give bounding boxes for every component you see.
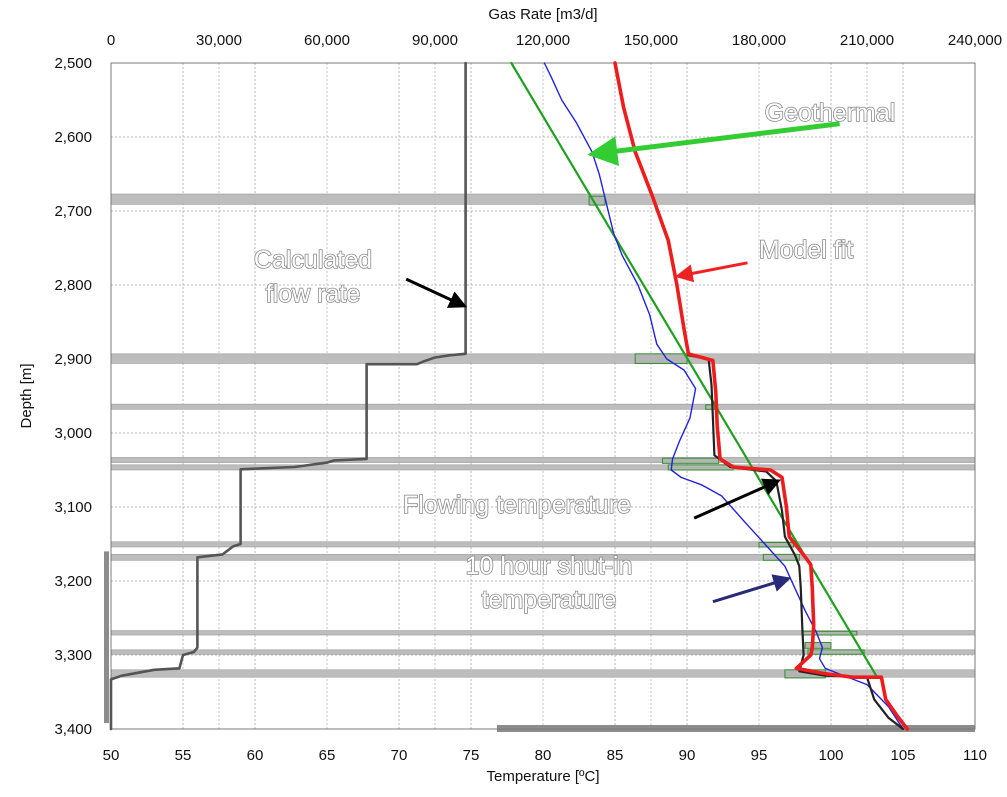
deviation-box-3 [662,457,720,464]
deviation-box-4 [667,464,734,471]
bottom-tick-label-1: 55 [175,747,192,764]
top-tick-label-1: 30,000 [196,32,242,49]
annotation-arrow-model-fit [674,261,748,283]
plot-frame [110,62,976,730]
y-tick-label-6: 3,100 [54,499,92,516]
bottom-tick-label-7: 85 [607,747,624,764]
top-tick-label-2: 60,000 [304,32,350,49]
annotation-arrow-shutin-temp [712,574,792,604]
y-tick-label-8: 3,300 [54,647,92,664]
deviation-box-6 [762,553,800,561]
top-tick-label-8: 240,000 [948,32,1002,49]
bottom-tick-label-10: 100 [818,747,843,764]
tick-labels-layer: 0 30,000 60,000 90,000 120,000 150,000 180,000… [54,32,1002,764]
top-tick-label-0: 0 [107,32,115,49]
bottom-tick-label-8: 90 [679,747,696,764]
annotation-label-flow-rate-line-1: Calculated [254,246,372,274]
top-tick-label-7: 210,000 [840,32,894,49]
series-10-hour-shut-in-temperature [543,62,904,730]
zone-marker-0 [110,193,976,205]
top-tick-label-5: 150,000 [624,32,678,49]
zone-marker-2 [110,403,976,410]
series-layer [109,61,910,731]
bottom-tick-label-12: 110 [963,747,987,764]
deviation-box-2 [705,404,715,410]
bottom-tick-label-11: 105 [890,747,915,764]
bottom-tick-label-2: 60 [247,747,264,764]
bottom-tick-label-4: 70 [391,747,408,764]
y-axis-title: Depth [m] [18,363,35,428]
top-axis-title: Gas Rate [m3/d] [488,6,597,23]
y-tick-label-0: 2,500 [54,55,92,72]
top-tick-label-4: 120,000 [516,32,570,49]
series-calculated-flow-rate-gas-rate [109,61,467,731]
series-model-fit [613,61,910,731]
deviation-box-1 [634,353,688,364]
bottom-tick-label-0: 50 [103,747,120,764]
zone-marker-3 [110,457,976,463]
top-tick-label-3: 90,000 [412,32,458,49]
deviation-box-8 [804,641,832,649]
series-geothermal [510,61,879,679]
zone-marker-1 [110,353,976,364]
y-tick-label-4: 2,900 [54,351,92,368]
annotation-label-shutin-temp-line-1: 10 hour shut-in [466,552,633,580]
annotation-label-flowing-temp: Flowing temperature [403,491,631,519]
annotation-arrow-geothermal [587,121,840,166]
deviation-box-9 [807,649,865,655]
annotation-label-model-fit: Model fit [759,236,854,264]
annotation-arrow-flow-rate [405,277,468,308]
y-tick-label-1: 2,600 [54,129,92,146]
y-tick-label-9: 3,400 [54,721,92,738]
bottom-tick-label-3: 65 [319,747,336,764]
left-depth-bar [104,551,109,724]
y-tick-label-7: 3,200 [54,573,92,590]
y-tick-label-3: 2,800 [54,277,92,294]
deviation-boxes [588,195,865,679]
annotation-label-flow-rate-line-2: flow rate [266,280,360,308]
bottom-tick-label-5: 75 [463,747,480,764]
annotation-arrow-flowing-temp [693,478,782,520]
deviation-box-7 [801,630,858,636]
bottom-tick-label-9: 95 [751,747,768,764]
y-tick-label-2: 2,700 [54,203,92,220]
top-tick-label-6: 180,000 [732,32,786,49]
bottom-axis-title: Temperature [ºC] [486,768,599,785]
annotation-label-shutin-temp-line-2: temperature [482,586,617,614]
bottom-tick-label-6: 80 [535,747,552,764]
grid-layer [110,62,976,730]
y-tick-label-5: 3,000 [54,425,92,442]
